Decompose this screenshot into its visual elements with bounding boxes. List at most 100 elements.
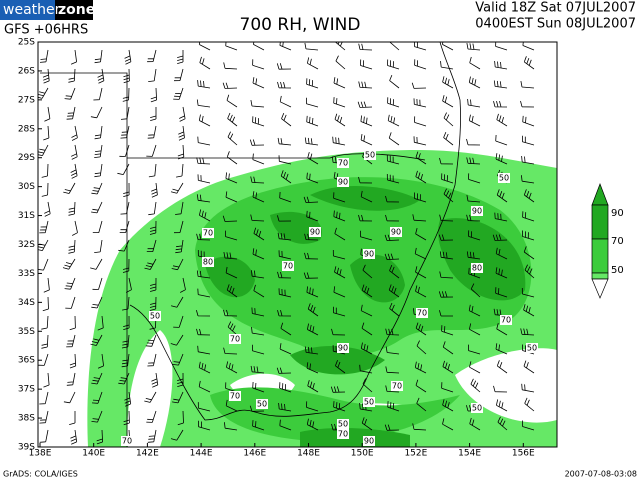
wind-barb xyxy=(306,210,319,222)
logo-left: weather xyxy=(3,2,61,18)
footer-timestamp: 2007-07-08-03:08 xyxy=(565,470,637,479)
wind-barb xyxy=(495,287,508,298)
wind-barb xyxy=(358,43,373,51)
wind-barb xyxy=(90,106,103,119)
wind-barb xyxy=(173,87,184,100)
wind-barb xyxy=(196,328,211,336)
wind-barb xyxy=(413,136,427,146)
wind-barb xyxy=(173,68,184,82)
wind-barb xyxy=(362,378,373,393)
wind-barb xyxy=(441,325,454,336)
contour-label-bg xyxy=(149,311,161,321)
wind-barb xyxy=(249,139,265,146)
wind-barb xyxy=(523,360,535,374)
wind-barb xyxy=(41,315,49,330)
wind-barb xyxy=(251,327,265,336)
wind-barb xyxy=(279,419,292,431)
wind-barb xyxy=(335,42,346,51)
wind-barb xyxy=(224,422,238,431)
wind-barb xyxy=(360,304,373,317)
lat-label: 27S xyxy=(18,95,35,105)
wind-barb xyxy=(415,170,427,184)
wind-barb xyxy=(415,151,427,165)
wind-barb xyxy=(278,155,292,165)
wind-barb xyxy=(91,391,103,404)
wind-barb xyxy=(225,42,238,51)
wind-barb xyxy=(362,264,373,279)
wind-barb xyxy=(333,192,346,203)
wind-barb xyxy=(222,82,238,89)
wind-barb xyxy=(281,112,292,127)
wind-barb xyxy=(467,98,481,108)
wind-barb xyxy=(38,144,49,156)
wind-barb xyxy=(416,340,427,355)
lon-label: 144E xyxy=(190,449,213,459)
contour-label-bg xyxy=(202,257,214,267)
wind-barb xyxy=(39,429,49,443)
contour-label: 50 xyxy=(472,404,482,413)
wind-barb xyxy=(306,172,319,184)
contour-label-bg xyxy=(416,308,428,318)
wind-barb xyxy=(252,59,265,70)
wind-barb xyxy=(44,106,51,122)
wind-barb xyxy=(91,372,103,385)
wind-barb xyxy=(443,131,454,146)
wind-barb xyxy=(43,277,50,293)
contour-label: 90 xyxy=(338,344,348,353)
wind-barb xyxy=(520,81,535,89)
contour-label: 70 xyxy=(338,159,348,168)
contour-label: 70 xyxy=(392,382,402,391)
wind-barb xyxy=(198,114,211,127)
wind-barb xyxy=(118,239,130,252)
wind-barb xyxy=(522,115,535,127)
wind-barb xyxy=(385,214,400,222)
wind-barb xyxy=(196,309,211,317)
wind-barb xyxy=(442,418,454,431)
wind-barb xyxy=(68,239,76,254)
rh-dry xyxy=(127,330,173,447)
rh-90 xyxy=(438,218,526,301)
wind-barb xyxy=(94,239,103,253)
wind-barb xyxy=(496,189,508,203)
wind-barb xyxy=(64,87,76,100)
wind-barb xyxy=(493,100,508,108)
wind-barb xyxy=(180,277,186,293)
wind-barb xyxy=(94,49,103,64)
wind-barb xyxy=(521,383,535,393)
wind-barb xyxy=(124,391,132,407)
wind-barb xyxy=(279,343,292,355)
wind-barb xyxy=(493,80,508,89)
wind-barb xyxy=(172,353,184,366)
wind-barb xyxy=(443,112,454,127)
wind-barb xyxy=(469,56,481,70)
wind-barb xyxy=(522,420,535,431)
wind-barb xyxy=(223,252,238,260)
wind-barb xyxy=(252,248,265,260)
wind-barb xyxy=(124,49,132,65)
contour-label: 70 xyxy=(417,309,427,318)
wind-barb xyxy=(96,429,103,445)
wind-barb xyxy=(387,114,400,127)
contour-label: 90 xyxy=(364,437,374,446)
contour-label: 90 xyxy=(310,228,320,237)
wind-barb xyxy=(414,116,427,127)
wind-barb xyxy=(276,63,292,70)
wind-barb xyxy=(520,328,535,336)
wind-barb xyxy=(279,95,292,108)
wind-barb xyxy=(198,420,211,431)
wind-barb xyxy=(91,182,103,195)
contour-label-bg xyxy=(471,206,483,216)
wind-barb xyxy=(466,157,481,165)
wind-barb xyxy=(69,353,77,369)
contour-label-bg xyxy=(391,381,403,391)
wind-barb xyxy=(62,258,76,270)
wind-barb xyxy=(442,42,454,51)
contour-label-bg xyxy=(471,403,483,413)
wind-barb xyxy=(438,234,454,241)
wind-barb xyxy=(523,189,535,203)
wind-barb xyxy=(412,214,427,222)
wind-barb xyxy=(330,386,346,393)
wind-barb xyxy=(151,182,158,198)
wind-barb xyxy=(253,42,265,51)
